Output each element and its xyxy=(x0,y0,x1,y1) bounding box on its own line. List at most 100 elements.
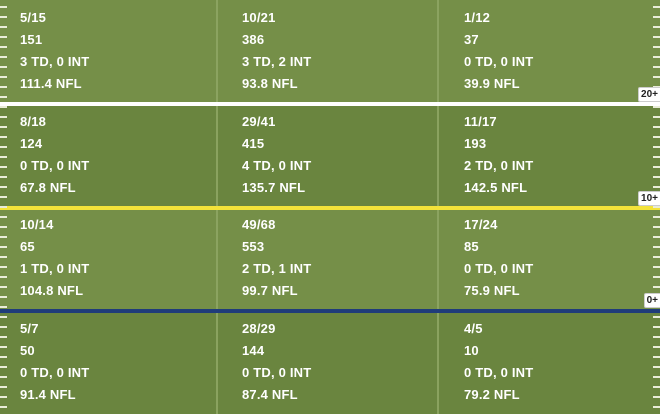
passing-yards: 193 xyxy=(464,136,487,151)
hash-mark xyxy=(0,286,7,288)
touchdowns-interceptions: 0 TD, 0 INT xyxy=(20,158,90,173)
passing-yards: 85 xyxy=(464,239,479,254)
hash-mark xyxy=(653,366,660,368)
hash-mark xyxy=(0,26,7,28)
passer-rating: 75.9 NFL xyxy=(464,283,520,298)
passer-rating: 135.7 NFL xyxy=(242,180,306,195)
hash-mark xyxy=(0,156,7,158)
zone-cell-short-middle[interactable]: 49/68 553 2 TD, 1 INT 99.7 NFL xyxy=(242,214,311,302)
touchdowns-interceptions: 0 TD, 0 INT xyxy=(20,365,90,380)
hash-mark xyxy=(653,166,660,168)
hash-mark xyxy=(653,176,660,178)
turf-band-row-4 xyxy=(0,313,660,414)
hash-mark xyxy=(653,266,660,268)
hash-mark xyxy=(0,386,7,388)
hash-mark xyxy=(0,196,7,198)
hash-mark xyxy=(653,6,660,8)
hash-mark xyxy=(0,226,7,228)
zone-cell-behind-los-middle[interactable]: 28/29 144 0 TD, 0 INT 87.4 NFL xyxy=(242,318,311,406)
completions-attempts: 8/18 xyxy=(20,114,47,129)
hash-mark xyxy=(653,46,660,48)
hash-mark xyxy=(0,116,7,118)
yard-zone-tag: 20+ xyxy=(638,87,660,102)
hash-mark xyxy=(0,206,7,208)
line-of-scrimmage xyxy=(0,206,660,210)
hash-mark xyxy=(653,26,660,28)
hash-mark xyxy=(653,346,660,348)
hash-mark xyxy=(0,136,7,138)
hash-mark xyxy=(653,136,660,138)
hash-mark xyxy=(0,406,7,408)
hash-mark xyxy=(0,216,7,218)
hash-mark xyxy=(0,326,7,328)
passer-rating: 111.4 NFL xyxy=(20,76,82,91)
completions-attempts: 5/15 xyxy=(20,10,47,25)
zone-cell-behind-los-right[interactable]: 4/5 10 0 TD, 0 INT 79.2 NFL xyxy=(464,318,533,406)
touchdowns-interceptions: 0 TD, 0 INT xyxy=(464,54,534,69)
yard-line-20 xyxy=(0,102,660,106)
completions-attempts: 17/24 xyxy=(464,217,498,232)
hash-mark xyxy=(653,66,660,68)
passing-yards: 37 xyxy=(464,32,479,47)
yard-zone-tag: 10+ xyxy=(638,191,660,206)
hash-mark xyxy=(653,356,660,358)
hash-mark xyxy=(0,316,7,318)
zone-cell-short-left[interactable]: 10/14 65 1 TD, 0 INT 104.8 NFL xyxy=(20,214,89,302)
hash-mark xyxy=(653,286,660,288)
passer-rating: 93.8 NFL xyxy=(242,76,298,91)
passing-yards: 553 xyxy=(242,239,265,254)
zone-cell-behind-los-left[interactable]: 5/7 50 0 TD, 0 INT 91.4 NFL xyxy=(20,318,89,406)
hash-mark xyxy=(653,386,660,388)
touchdowns-interceptions: 0 TD, 0 INT xyxy=(242,365,312,380)
touchdowns-interceptions: 3 TD, 0 INT xyxy=(20,54,90,69)
zone-cell-deep-middle[interactable]: 10/21 386 3 TD, 2 INT 93.8 NFL xyxy=(242,7,311,95)
passing-yards: 151 xyxy=(20,32,43,47)
turf-band-row-1 xyxy=(0,0,660,103)
hash-mark xyxy=(0,276,7,278)
hash-mark xyxy=(0,56,7,58)
zone-cell-intermediate-middle[interactable]: 29/41 415 4 TD, 0 INT 135.7 NFL xyxy=(242,111,311,199)
hash-mark xyxy=(653,106,660,108)
hash-mark xyxy=(0,126,7,128)
hash-mark xyxy=(653,316,660,318)
hash-marks-right xyxy=(652,0,660,414)
hash-mark xyxy=(0,106,7,108)
hash-mark xyxy=(653,56,660,58)
passer-rating: 87.4 NFL xyxy=(242,387,298,402)
passing-yards: 144 xyxy=(242,343,265,358)
hash-mark xyxy=(0,366,7,368)
zone-cell-short-right[interactable]: 17/24 85 0 TD, 0 INT 75.9 NFL xyxy=(464,214,533,302)
passer-rating: 142.5 NFL xyxy=(464,180,528,195)
hash-mark xyxy=(0,346,7,348)
hash-mark xyxy=(653,206,660,208)
hash-mark xyxy=(653,156,660,158)
hash-mark xyxy=(0,76,7,78)
hash-mark xyxy=(653,226,660,228)
hash-mark xyxy=(0,166,7,168)
zone-cell-intermediate-left[interactable]: 8/18 124 0 TD, 0 INT 67.8 NFL xyxy=(20,111,89,199)
passer-rating: 99.7 NFL xyxy=(242,283,298,298)
hash-mark xyxy=(0,246,7,248)
hash-mark xyxy=(653,76,660,78)
hash-mark xyxy=(653,326,660,328)
completions-attempts: 1/12 xyxy=(464,10,491,25)
passer-rating: 79.2 NFL xyxy=(464,387,520,402)
hash-mark xyxy=(0,96,7,98)
hash-mark xyxy=(0,306,7,308)
hash-mark xyxy=(0,16,7,18)
touchdowns-interceptions: 0 TD, 0 INT xyxy=(464,365,534,380)
completions-attempts: 11/17 xyxy=(464,114,497,129)
zone-cell-intermediate-right[interactable]: 11/17 193 2 TD, 0 INT 142.5 NFL xyxy=(464,111,533,199)
hash-mark xyxy=(653,376,660,378)
hash-mark xyxy=(0,376,7,378)
zone-cell-deep-left[interactable]: 5/15 151 3 TD, 0 INT 111.4 NFL xyxy=(20,7,89,95)
touchdowns-interceptions: 2 TD, 0 INT xyxy=(464,158,534,173)
passing-yards: 386 xyxy=(242,32,265,47)
zone-cell-deep-right[interactable]: 1/12 37 0 TD, 0 INT 39.9 NFL xyxy=(464,7,533,95)
hash-mark xyxy=(653,396,660,398)
hash-marks-left xyxy=(0,0,8,414)
hash-mark xyxy=(0,36,7,38)
touchdowns-interceptions: 0 TD, 0 INT xyxy=(464,261,534,276)
hash-mark xyxy=(653,216,660,218)
yard-zone-tag: 0+ xyxy=(643,293,660,308)
